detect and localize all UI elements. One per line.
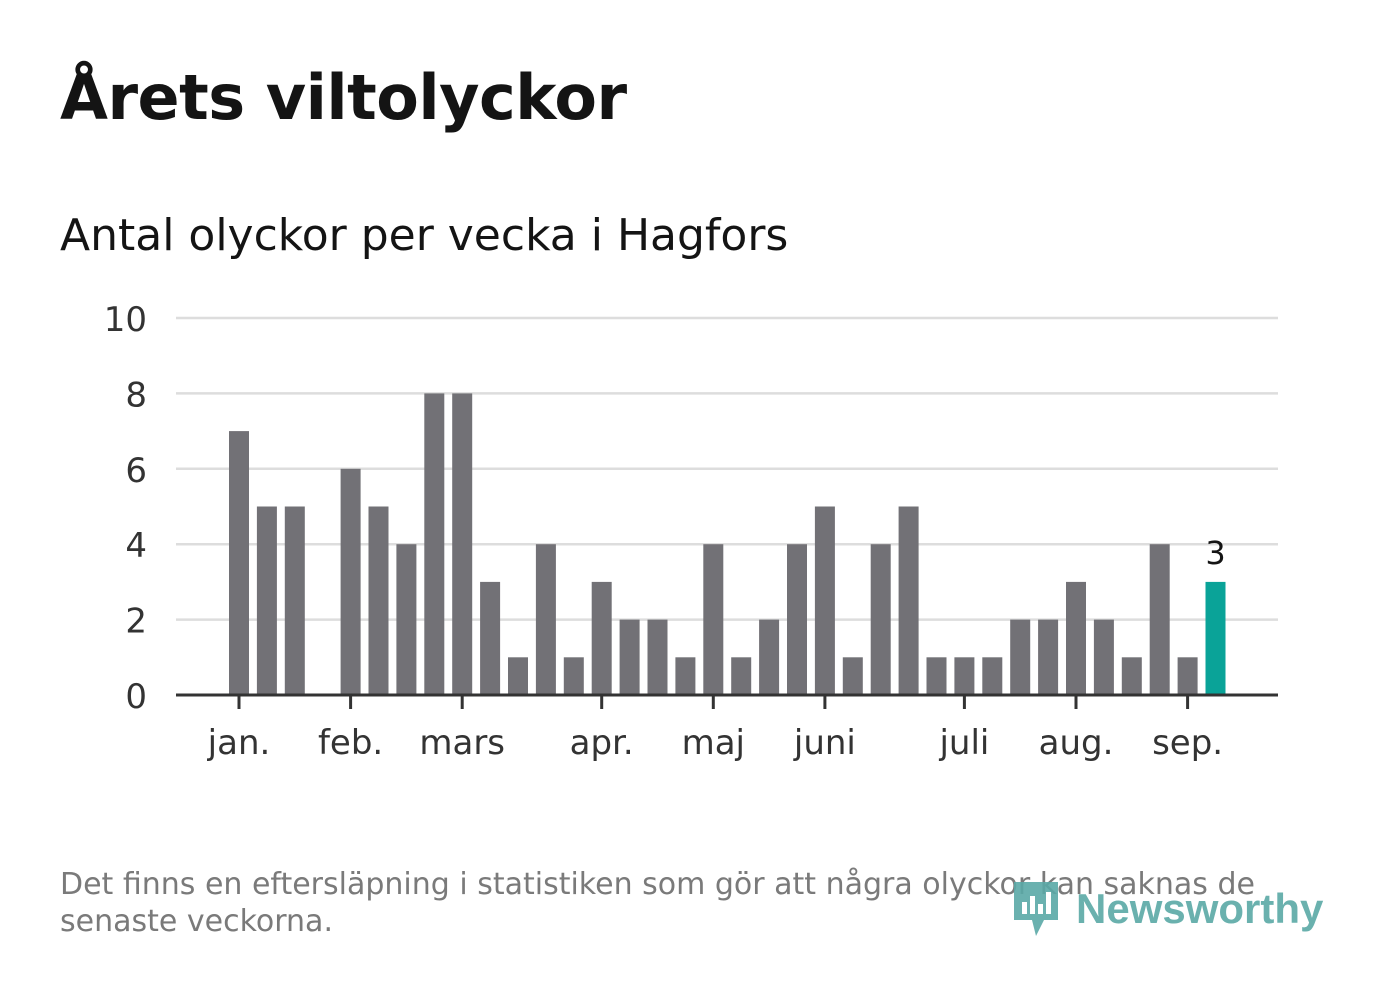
x-tick-label: apr. (570, 723, 634, 763)
x-tick-label: aug. (1039, 723, 1114, 763)
bar (1149, 544, 1170, 695)
x-tick-label: jan. (207, 723, 271, 763)
highlight-bar (1205, 581, 1226, 695)
bar (256, 506, 277, 695)
y-tick-label: 10 (104, 300, 147, 340)
bar (1066, 581, 1086, 695)
x-tick-label: maj (682, 723, 745, 763)
bar (759, 619, 780, 695)
bar (480, 581, 501, 695)
x-tick-label: juni (793, 723, 856, 763)
bar (1010, 619, 1031, 695)
bars (229, 393, 1226, 695)
y-tick-label: 4 (125, 526, 147, 566)
brand-logo[interactable]: Newsworthy (1010, 876, 1323, 942)
bar (982, 657, 1003, 695)
x-tick-label: mars (419, 723, 505, 763)
bar (787, 544, 807, 695)
bar (563, 657, 584, 695)
bar (675, 657, 696, 695)
bar (731, 657, 752, 695)
bar (842, 657, 863, 695)
bar (535, 544, 556, 695)
bar (508, 657, 528, 695)
bar (591, 581, 612, 695)
bar (926, 657, 947, 695)
x-tick-label: juli (938, 723, 989, 763)
y-tick-label: 2 (125, 602, 147, 642)
bar (703, 544, 724, 695)
bar (424, 393, 445, 695)
labels: 0 2 4 6 8 10 jan. feb. mars apr. maj juni juli aug. se… (104, 300, 1226, 763)
bar (452, 393, 473, 695)
x-tick-label: feb. (318, 723, 383, 763)
bar (898, 506, 919, 695)
highlight-value-label: 3 (1205, 534, 1225, 572)
chart-title: Årets viltolyckor (60, 61, 627, 134)
y-tick-label: 6 (125, 451, 147, 491)
bar (1038, 619, 1059, 695)
chart-subtitle: Antal olyckor per vecka i Hagfors (60, 210, 789, 261)
y-tick-label: 8 (125, 375, 147, 415)
brand-name: Newsworthy (1076, 885, 1324, 932)
bar (1121, 657, 1142, 695)
y-tick-label: 0 (125, 677, 147, 717)
bar (954, 657, 975, 695)
bar (814, 506, 835, 695)
bar (284, 506, 305, 695)
axes (176, 693, 1278, 709)
bar (870, 544, 891, 695)
bar (647, 619, 668, 695)
bar (340, 468, 361, 695)
bar (229, 431, 249, 695)
bar (619, 619, 640, 695)
x-tick-label: sep. (1152, 723, 1223, 763)
bar (396, 544, 417, 695)
bar (1177, 657, 1198, 695)
newsworthy-logo-icon (1014, 882, 1058, 936)
bar (1093, 619, 1114, 695)
bar (368, 506, 389, 695)
